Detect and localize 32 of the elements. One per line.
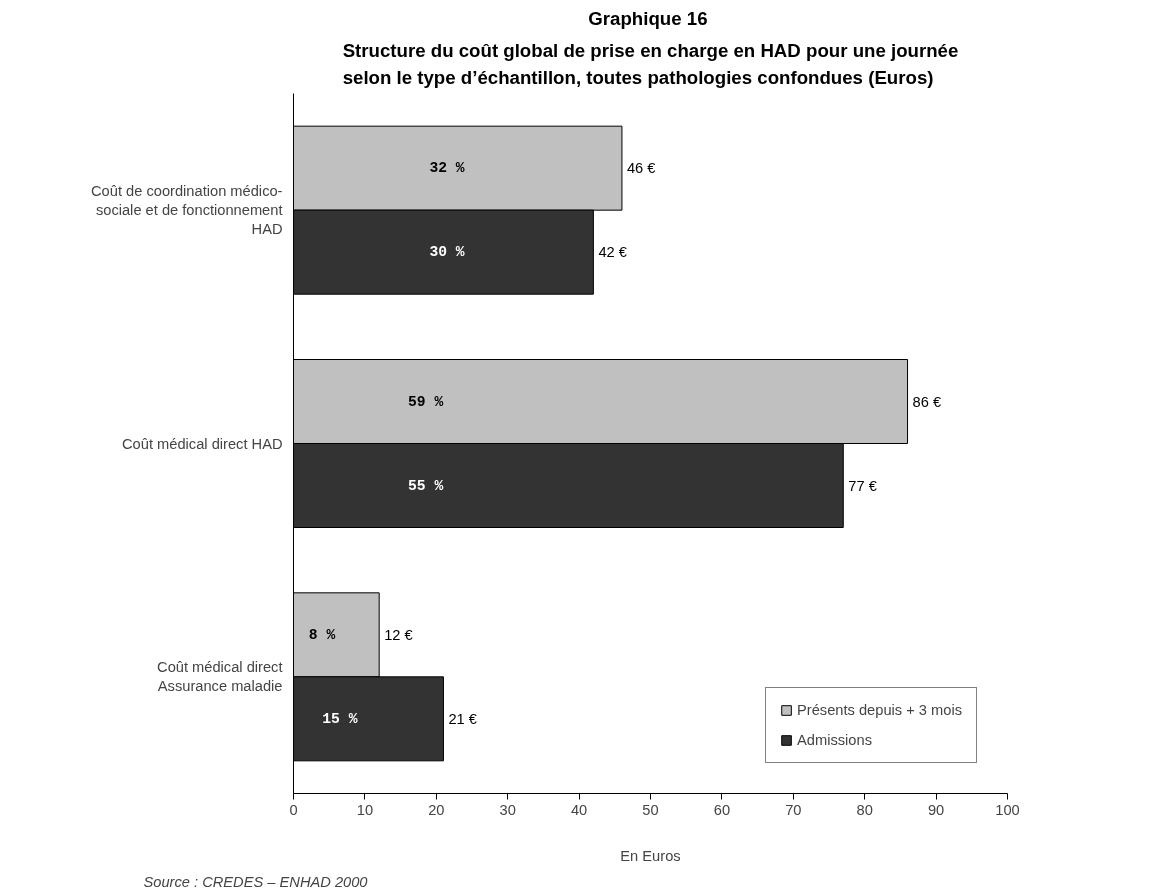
x-tick-label: 70 xyxy=(785,801,802,818)
x-tick-label: 0 xyxy=(289,801,298,818)
annotation: 32 % xyxy=(429,160,465,177)
y-tick-label: Coût de coordination médico-sociale et de fonctionnement HAD xyxy=(91,182,283,238)
data-label: 46 € xyxy=(626,160,656,177)
x-tick-label: 90 xyxy=(927,801,945,818)
data-label: 42 € xyxy=(598,244,627,261)
x-tick-label: 100 xyxy=(995,801,1020,818)
x-tick-label: 20 xyxy=(428,801,445,818)
legend-label: Admissions xyxy=(797,732,872,748)
source-note: Source : CREDES – ENHAD 2000 xyxy=(143,873,369,890)
x-tick-label: 50 xyxy=(642,801,659,818)
chart-subtitle: Structure du coût global de prise en charge en HAD pour une journée selon le type d’échantillon, toutes pathologies confondues (Euros) xyxy=(342,40,959,89)
x-axis-title: En Euros xyxy=(620,847,681,864)
data-label: 12 € xyxy=(384,626,413,643)
annotation: 55 % xyxy=(408,477,444,494)
data-label: 21 € xyxy=(448,710,477,727)
data-label: 86 € xyxy=(912,393,942,410)
y-tick-label: Coût médical direct HAD xyxy=(122,435,283,452)
x-tick-label: 10 xyxy=(356,801,374,818)
x-tick-label: 30 xyxy=(499,801,516,818)
annotation: 30 % xyxy=(429,244,465,261)
data-label: 77 € xyxy=(848,477,877,494)
y-tick-label: Coût médical direct Assurance maladie xyxy=(157,659,283,695)
x-tick-label: 40 xyxy=(570,801,588,818)
annotation: 59 % xyxy=(408,393,444,410)
x-tick-label: 60 xyxy=(713,801,731,818)
x-tick-label: 80 xyxy=(856,801,873,818)
annotation: 15 % xyxy=(322,710,358,727)
chart-title: Graphique 16 xyxy=(588,7,708,29)
annotation: 8 % xyxy=(308,626,336,643)
legend-label: Présents depuis + 3 mois xyxy=(797,702,962,718)
